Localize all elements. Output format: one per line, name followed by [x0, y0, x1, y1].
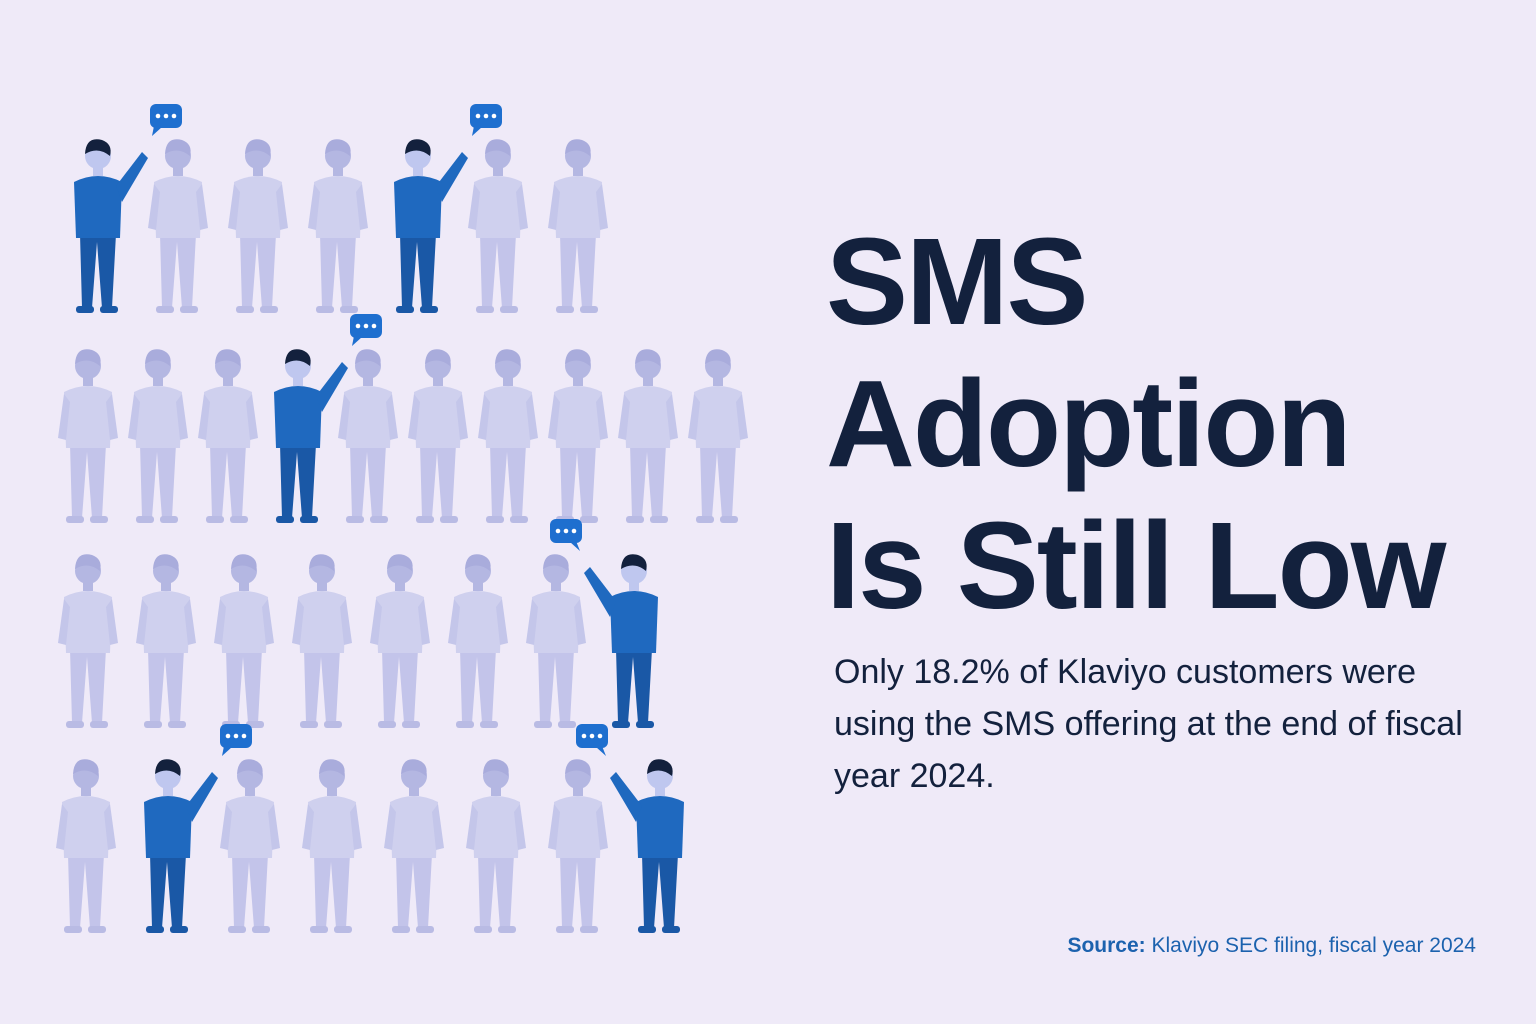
- person-icon-highlighted: [584, 554, 658, 728]
- person-icon: [618, 349, 678, 523]
- person-icon-highlighted: [74, 139, 148, 313]
- person-icon: [198, 349, 258, 523]
- person-icon: [466, 759, 526, 933]
- person-icon: [292, 554, 352, 728]
- headline-line-3: Is Still Low: [826, 498, 1446, 635]
- person-icon: [338, 349, 398, 523]
- person-icon-highlighted: [274, 349, 348, 523]
- person-icon: [128, 349, 188, 523]
- person-icon: [548, 759, 608, 933]
- person-icon: [548, 349, 608, 523]
- person-icon: [56, 759, 116, 933]
- person-icon-highlighted: [144, 759, 218, 933]
- person-icon: [526, 554, 586, 728]
- subtitle: Only 18.2% of Klaviyo customers were usi…: [834, 653, 1463, 795]
- person-icon: [220, 759, 280, 933]
- person-icon: [214, 554, 274, 728]
- source-label: Source:: [1067, 934, 1146, 957]
- headline: SMS Adoption Is Still Low: [826, 212, 1516, 638]
- headline-line-2: Adoption: [826, 356, 1352, 493]
- person-icon: [548, 139, 608, 313]
- person-icon: [370, 554, 430, 728]
- person-icon: [136, 554, 196, 728]
- chat-bubble-icon: [150, 104, 182, 136]
- headline-line-1: SMS: [826, 214, 1089, 351]
- person-icon: [448, 554, 508, 728]
- source-note: Source: Klaviyo SEC filing, fiscal year …: [1067, 934, 1476, 958]
- person-icon: [148, 139, 208, 313]
- person-icon: [408, 349, 468, 523]
- chat-bubble-icon: [220, 724, 252, 756]
- chat-bubble-icon: [350, 314, 382, 346]
- source-text: Klaviyo SEC filing, fiscal year 2024: [1151, 934, 1477, 957]
- crowd-illustration: [56, 104, 748, 933]
- chat-bubble-icon: [576, 724, 608, 756]
- person-icon: [384, 759, 444, 933]
- person-icon: [302, 759, 362, 933]
- person-icon: [58, 349, 118, 523]
- person-icon-highlighted: [610, 759, 684, 933]
- person-icon: [308, 139, 368, 313]
- person-icon-highlighted: [394, 139, 468, 313]
- person-icon: [228, 139, 288, 313]
- person-icon: [478, 349, 538, 523]
- person-icon: [58, 554, 118, 728]
- chat-bubble-icon: [550, 519, 582, 551]
- person-icon: [688, 349, 748, 523]
- chat-bubble-icon: [470, 104, 502, 136]
- person-icon: [468, 139, 528, 313]
